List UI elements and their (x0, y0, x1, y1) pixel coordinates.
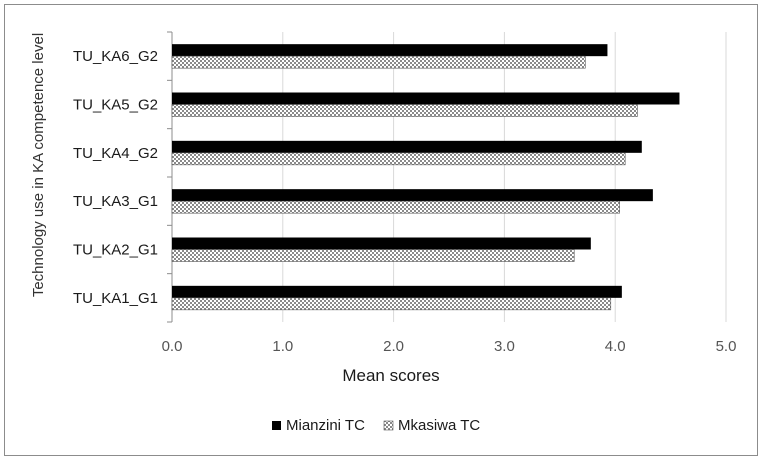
x-tick-label: 1.0 (272, 338, 293, 355)
gridlines (282, 32, 727, 322)
bar (171, 200, 620, 214)
bar (171, 55, 586, 69)
legend: Mianzini TC Mkasiwa TC (272, 417, 480, 434)
bar (172, 189, 653, 202)
x-axis-title: Mean scores (342, 366, 439, 385)
category-label: TU_KA5_G2 (73, 97, 158, 114)
legend-swatch-mianzini (272, 421, 281, 430)
bar (172, 237, 591, 250)
category-label: TU_KA2_G1 (73, 242, 158, 259)
category-label: TU_KA1_G1 (73, 290, 158, 307)
bar (171, 152, 626, 166)
bar (172, 140, 642, 153)
y-axis (167, 31, 173, 323)
category-label: TU_KA3_G1 (73, 193, 158, 210)
chart-frame (4, 4, 758, 456)
legend-label-mkasiwa: Mkasiwa TC (398, 417, 480, 434)
category-labels: TU_KA6_G2 TU_KA5_G2 TU_KA4_G2 TU_KA3_G1 TU_K… (73, 48, 158, 307)
legend-label-mianzini: Mianzini TC (286, 417, 365, 434)
bar (171, 249, 575, 262)
category-label: TU_KA6_G2 (73, 48, 158, 65)
bar (171, 297, 612, 311)
x-tick-label: 4.0 (605, 338, 626, 355)
x-tick-label: 5.0 (716, 338, 737, 355)
x-tick-label: 3.0 (494, 338, 515, 355)
bar (171, 104, 638, 117)
bar (172, 285, 622, 298)
y-axis-title: Technology use in KA competence level (30, 33, 47, 297)
category-label: TU_KA4_G2 (73, 145, 158, 162)
legend-swatch-mkasiwa (383, 420, 394, 431)
x-tick-labels: 0.0 1.0 2.0 3.0 4.0 5.0 (162, 338, 737, 355)
x-tick-label: 0.0 (162, 338, 183, 355)
x-tick-label: 2.0 (383, 338, 404, 355)
bars (171, 44, 680, 311)
bar (172, 44, 608, 57)
bar (172, 92, 680, 105)
